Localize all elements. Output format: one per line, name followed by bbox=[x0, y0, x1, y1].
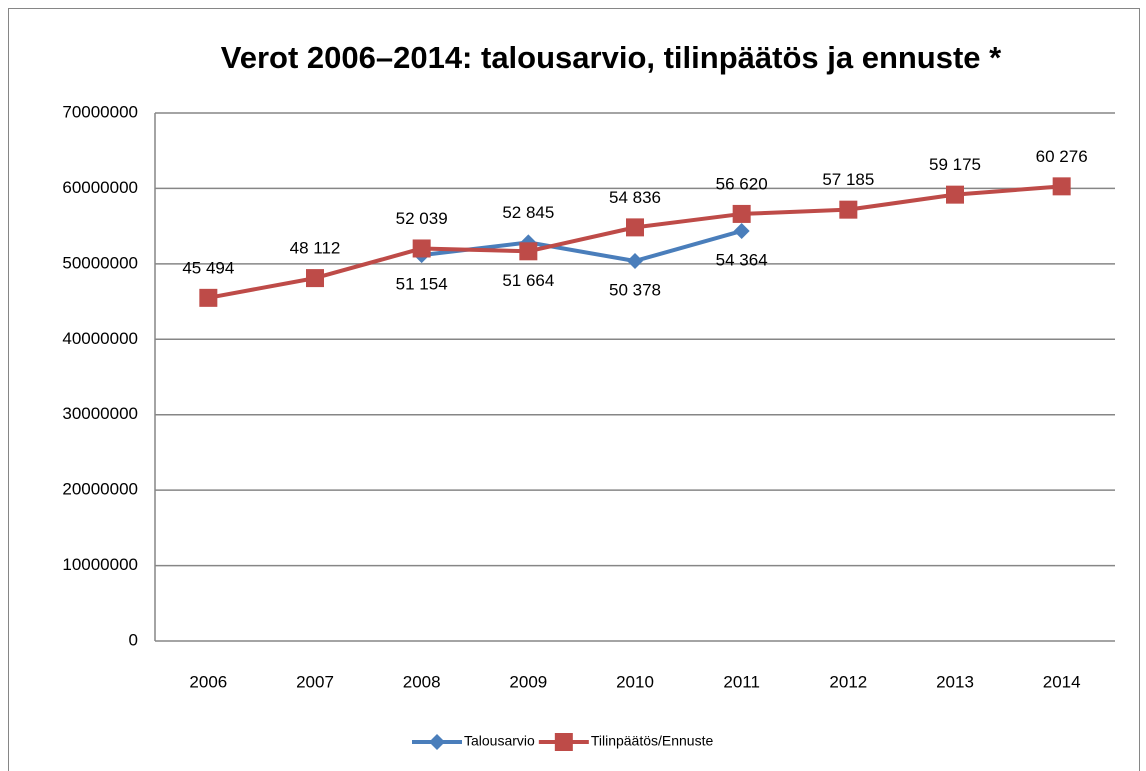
data-label: 54 364 bbox=[716, 250, 768, 269]
data-label: 51 664 bbox=[502, 271, 554, 290]
x-tick-label: 2012 bbox=[829, 672, 867, 691]
y-tick-label: 10000000 bbox=[62, 555, 138, 574]
marker bbox=[554, 733, 573, 751]
marker bbox=[519, 242, 538, 261]
x-tick-label: 2007 bbox=[296, 672, 334, 691]
x-tick-label: 2014 bbox=[1043, 672, 1081, 691]
marker bbox=[199, 288, 218, 307]
data-label: 60 276 bbox=[1036, 147, 1088, 166]
marker bbox=[626, 218, 644, 237]
chart-frame bbox=[8, 8, 1140, 771]
marker bbox=[1052, 177, 1071, 196]
marker bbox=[627, 253, 643, 270]
marker bbox=[412, 239, 431, 258]
x-tick-label: 2008 bbox=[403, 672, 441, 691]
y-tick-label: 20000000 bbox=[62, 480, 138, 499]
marker bbox=[306, 269, 324, 288]
y-tick-label: 0 bbox=[129, 630, 138, 649]
y-tick-label: 50000000 bbox=[62, 253, 138, 272]
data-label: 45 494 bbox=[182, 258, 234, 277]
y-tick-label: 40000000 bbox=[62, 329, 138, 348]
data-label: 52 845 bbox=[502, 203, 554, 222]
data-label: 48 112 bbox=[290, 239, 341, 258]
legend-label: Tilinpäätös/Ennuste bbox=[591, 733, 714, 749]
data-label: 59 175 bbox=[929, 155, 981, 174]
chart-title: Verot 2006–2014: talousarvio, tilinpäätö… bbox=[221, 40, 1002, 75]
x-tick-label: 2010 bbox=[616, 672, 654, 691]
data-label: 52 039 bbox=[396, 209, 448, 228]
y-tick-label: 30000000 bbox=[62, 404, 138, 423]
data-label: 57 185 bbox=[822, 170, 874, 189]
x-tick-label: 2013 bbox=[936, 672, 974, 691]
data-label: 56 620 bbox=[716, 174, 768, 193]
marker bbox=[429, 734, 445, 750]
data-label: 54 836 bbox=[609, 188, 661, 207]
marker bbox=[732, 204, 751, 223]
y-tick-label: 70000000 bbox=[62, 102, 138, 121]
y-tick-label: 60000000 bbox=[62, 178, 138, 197]
x-tick-label: 2009 bbox=[509, 672, 547, 691]
x-tick-label: 2006 bbox=[189, 672, 227, 691]
marker bbox=[946, 185, 964, 204]
marker bbox=[733, 222, 750, 239]
legend-label: Talousarvio bbox=[464, 733, 535, 749]
data-label: 50 378 bbox=[609, 280, 661, 299]
marker bbox=[839, 200, 858, 219]
data-label: 51 154 bbox=[396, 275, 448, 294]
x-tick-label: 2011 bbox=[723, 672, 760, 691]
